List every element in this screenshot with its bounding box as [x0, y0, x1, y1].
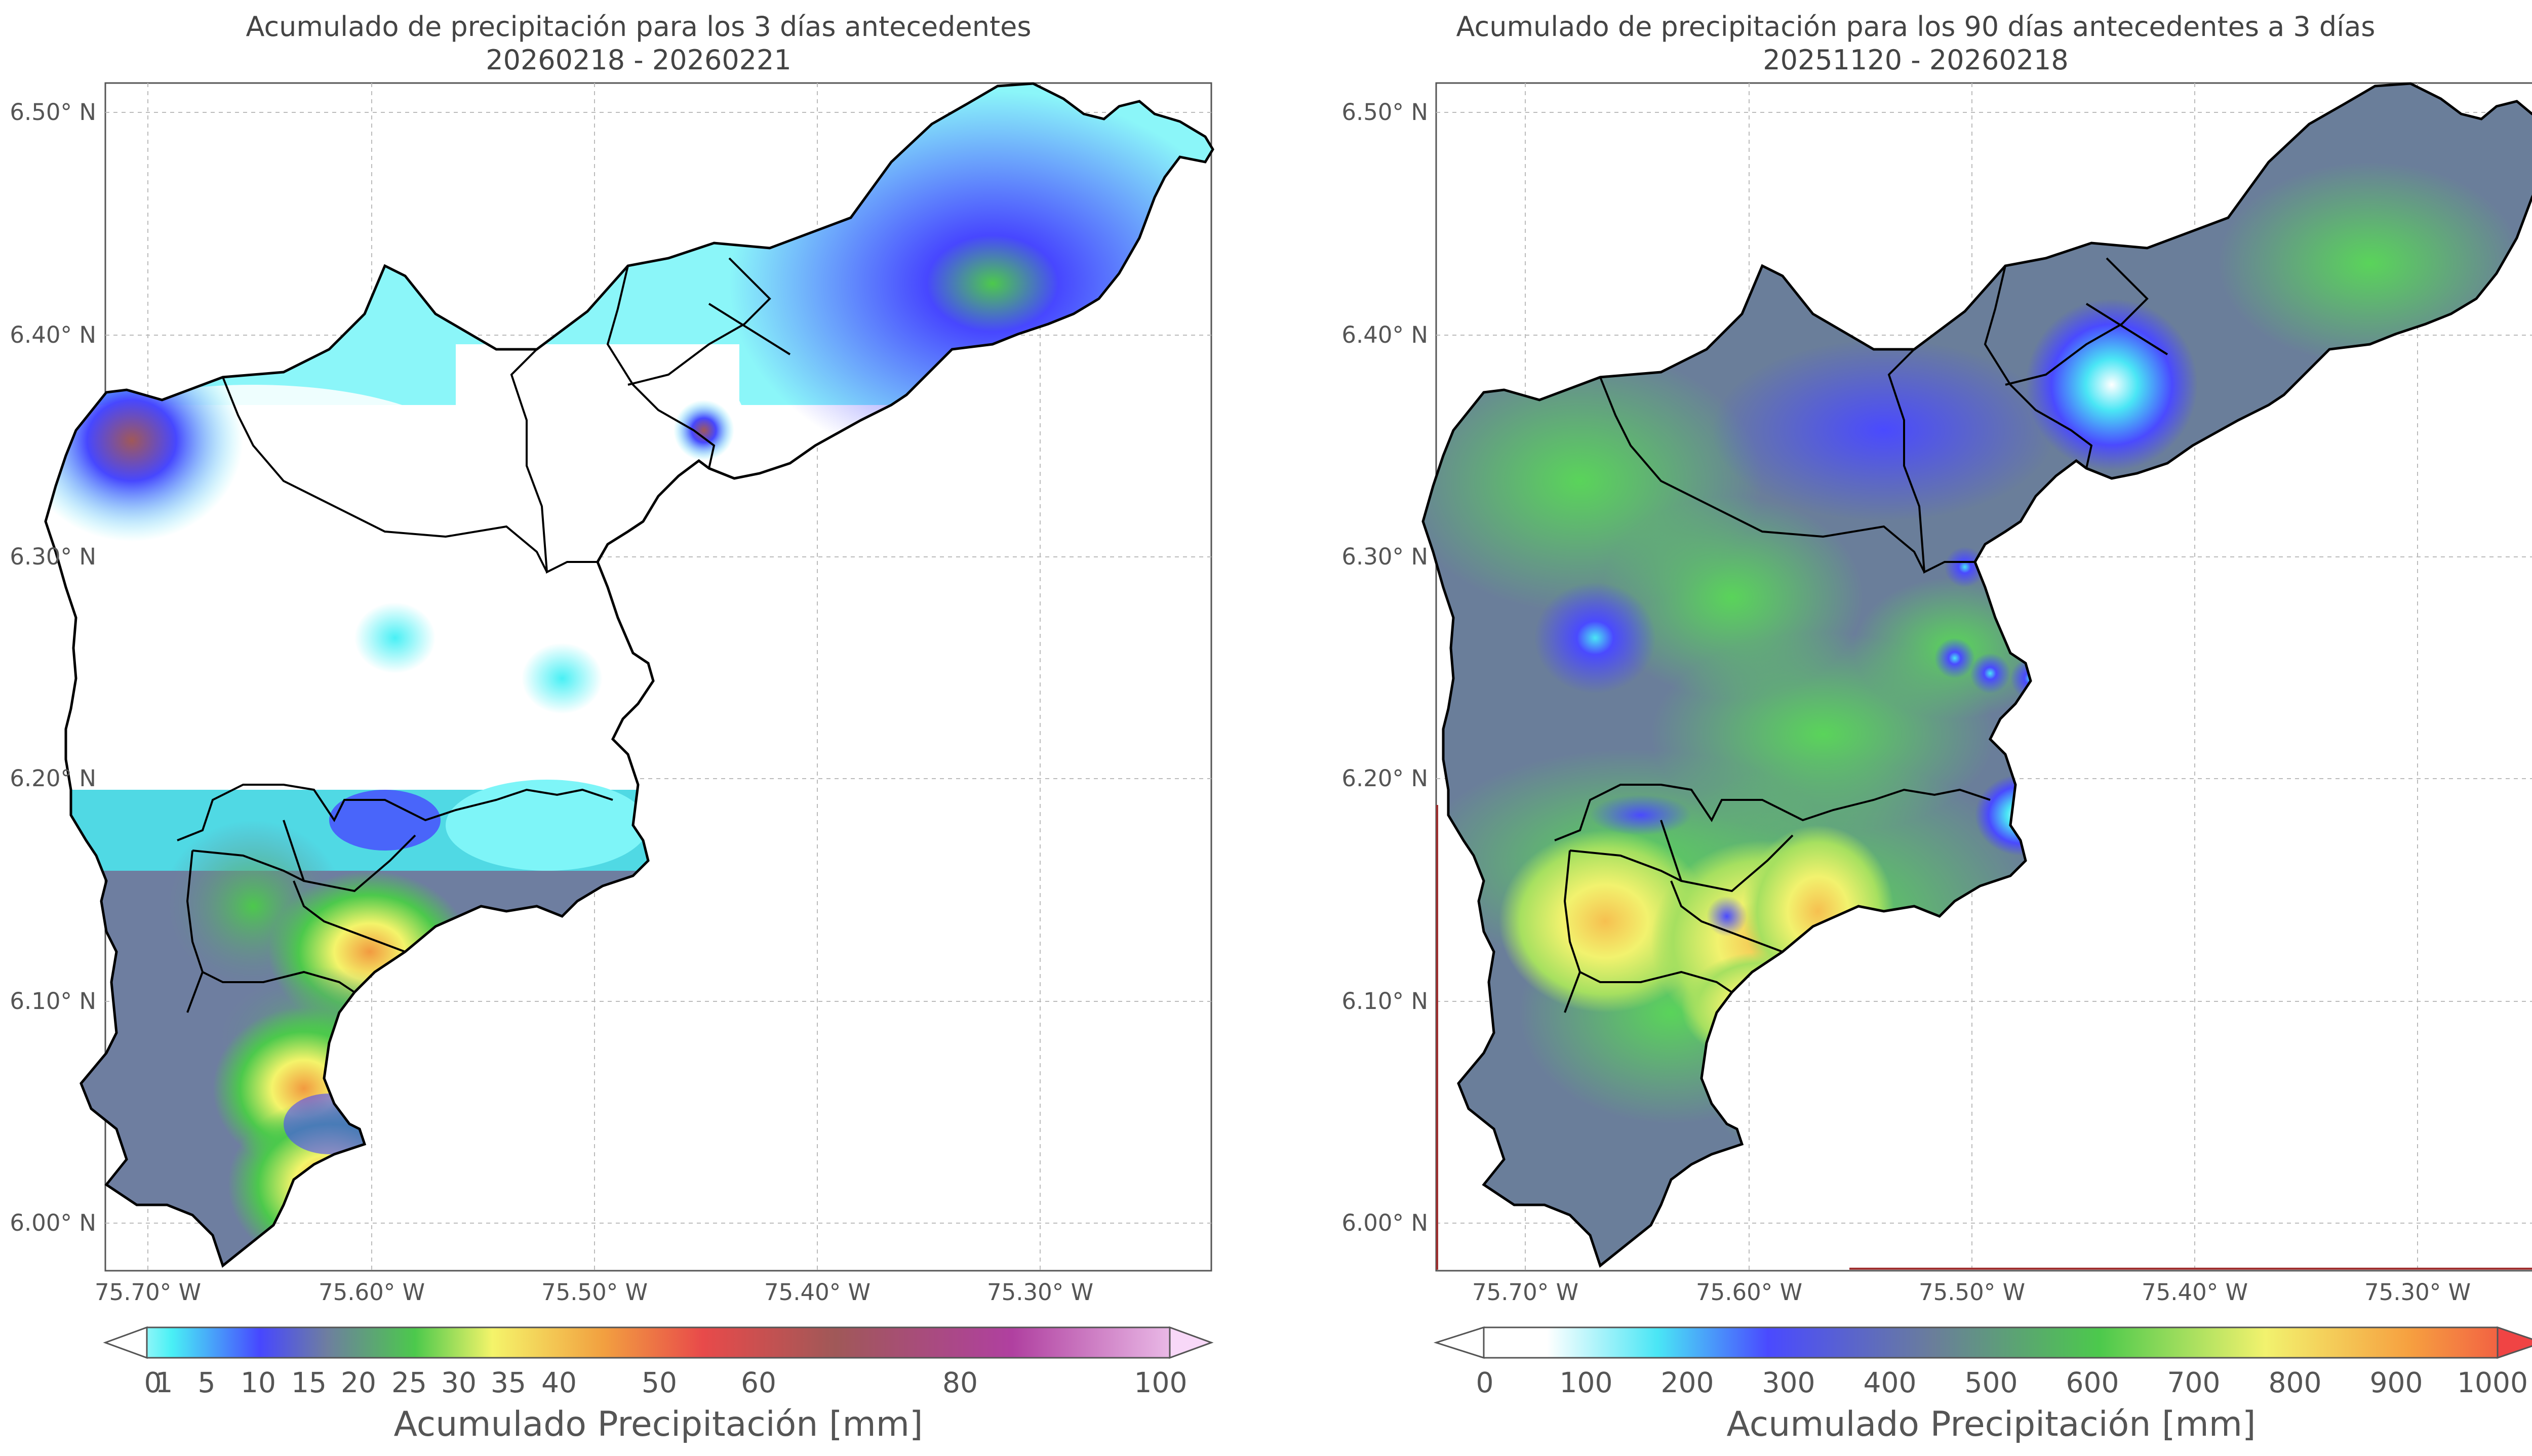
colorbar-tick: 30 [441, 1366, 477, 1399]
colorbar-tick: 0 [144, 1366, 162, 1399]
colorbar-tick: 5 [198, 1366, 216, 1399]
colorbar-tick: 300 [1762, 1366, 1815, 1399]
colorbar-tick: 80 [942, 1366, 978, 1399]
panel-90-day-accumulation: Acumulado de precipitación para los 90 d… [1277, 0, 2532, 1456]
colorbar-tick: 15 [291, 1366, 327, 1399]
colorbar-tick: 900 [2370, 1366, 2423, 1399]
colorbar-tick: 100 [1134, 1366, 1188, 1399]
colorbar-tick: 100 [1560, 1366, 1613, 1399]
colorbar: 0 1 5 10 15 20 25 30 35 40 50 60 80 100 … [103, 1326, 1214, 1444]
lon-tick: 75.60° W [1696, 1279, 1802, 1306]
precipitation-map: 6.50° N 6.40° N 6.30° N 6.20° N 6.10° N … [1341, 82, 2532, 1444]
lon-tick: 75.50° W [541, 1279, 648, 1306]
lat-tick: 6.50° N [10, 99, 96, 126]
colorbar-tick: 200 [1661, 1366, 1714, 1399]
map-title: Acumulado de precipitación para los 90 d… [1456, 11, 2376, 43]
colorbar-tick: 50 [642, 1366, 677, 1399]
lat-tick: 6.30° N [10, 543, 96, 570]
colorbar-tick: 40 [541, 1366, 577, 1399]
latitude-labels: 6.50° N 6.40° N 6.30° N 6.20° N 6.10° N … [10, 99, 96, 1236]
lon-tick: 75.50° W [1919, 1279, 2025, 1306]
longitude-labels: 75.70° W 75.60° W 75.50° W 75.40° W 75.3… [95, 1279, 1093, 1306]
colorbar-label: Acumulado Precipitación [mm] [1726, 1404, 2256, 1444]
colorbar-tick: 1 [155, 1366, 173, 1399]
lon-tick: 75.70° W [1472, 1279, 1578, 1306]
longitude-labels: 75.70° W 75.60° W 75.50° W 75.40° W 75.3… [1472, 1279, 2471, 1306]
colorbar-tick: 25 [391, 1366, 427, 1399]
map-date-range: 20260218 - 20260221 [486, 44, 792, 76]
lon-tick: 75.60° W [319, 1279, 425, 1306]
lon-tick: 75.40° W [764, 1279, 871, 1306]
colorbar-tick: 400 [1864, 1366, 1917, 1399]
map-title: Acumulado de precipitación para los 3 dí… [246, 11, 1032, 43]
colorbar-tick: 20 [341, 1366, 376, 1399]
colorbar-tick: 35 [491, 1366, 526, 1399]
colorbar-tick: 60 [741, 1366, 776, 1399]
precipitation-map: 6.50° N 6.40° N 6.30° N 6.20° N 6.10° N … [10, 82, 1277, 1444]
colorbar: 0 100 200 300 400 500 600 700 800 900 10… [1434, 1326, 2532, 1444]
colorbar-tick: 0 [1476, 1366, 1494, 1399]
lat-tick: 6.00° N [1341, 1209, 1428, 1236]
lon-tick: 75.40° W [2142, 1279, 2248, 1306]
latitude-labels: 6.50° N 6.40° N 6.30° N 6.20° N 6.10° N … [1341, 99, 1428, 1236]
lat-tick: 6.20° N [1341, 765, 1428, 792]
colorbar-label: Acumulado Precipitación [mm] [393, 1404, 923, 1444]
lat-tick: 6.00° N [10, 1209, 96, 1236]
colorbar-tick: 800 [2269, 1366, 2322, 1399]
colorbar-tick: 600 [2066, 1366, 2119, 1399]
lat-tick: 6.20° N [10, 765, 96, 792]
map-date-range: 20251120 - 20260218 [1763, 44, 2069, 76]
colorbar-tick: 10 [241, 1366, 276, 1399]
lat-tick: 6.10° N [1341, 988, 1428, 1015]
lon-tick: 75.30° W [987, 1279, 1093, 1306]
lat-tick: 6.30° N [1341, 543, 1428, 570]
lat-tick: 6.40° N [1341, 321, 1428, 348]
lat-tick: 6.10° N [10, 988, 96, 1015]
lat-tick: 6.50° N [1341, 99, 1428, 126]
lon-tick: 75.70° W [95, 1279, 201, 1306]
colorbar-tick: 500 [1965, 1366, 2018, 1399]
panel-3-day-accumulation: Acumulado de precipitación para los 3 dí… [10, 11, 1277, 1444]
lon-tick: 75.30° W [2364, 1279, 2471, 1306]
lat-tick: 6.40° N [10, 321, 96, 348]
colorbar-tick: 700 [2167, 1366, 2221, 1399]
colorbar-tick: 1000 [2457, 1366, 2528, 1399]
